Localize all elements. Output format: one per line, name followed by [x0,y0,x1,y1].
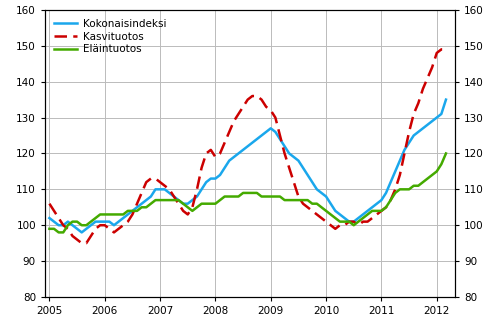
Kokonaisindeksi [46,216,52,220]
Eläintuotos [374,209,380,213]
Line: Kasvituotos: Kasvituotos [50,50,446,243]
Eläintuotos [443,151,449,155]
Kasvituotos [138,191,144,195]
Legend: Kokonaisindeksi, Kasvituotos, Eläintuotos: Kokonaisindeksi, Kasvituotos, Eläintuoto… [50,15,170,59]
Kokonaisindeksi [116,220,121,224]
Line: Kokonaisindeksi: Kokonaisindeksi [50,100,446,232]
Kasvituotos [46,202,52,206]
Kasvituotos [78,241,84,245]
Kasvituotos [438,48,444,51]
Kasvituotos [374,213,380,216]
Eläintuotos [217,198,223,202]
Eläintuotos [166,198,172,202]
Kasvituotos [217,151,223,155]
Eläintuotos [56,230,62,234]
Kasvituotos [250,94,256,98]
Line: Eläintuotos: Eläintuotos [50,153,446,232]
Kokonaisindeksi [250,141,256,145]
Eläintuotos [46,227,52,231]
Kasvituotos [116,227,121,231]
Kokonaisindeksi [374,202,380,206]
Kasvituotos [443,48,449,51]
Eläintuotos [138,205,144,209]
Kokonaisindeksi [138,202,144,206]
Eläintuotos [250,191,256,195]
Kokonaisindeksi [443,98,449,102]
Eläintuotos [116,213,121,216]
Kokonaisindeksi [166,191,172,195]
Kokonaisindeksi [78,230,84,234]
Kokonaisindeksi [217,173,223,177]
Kasvituotos [166,187,172,191]
